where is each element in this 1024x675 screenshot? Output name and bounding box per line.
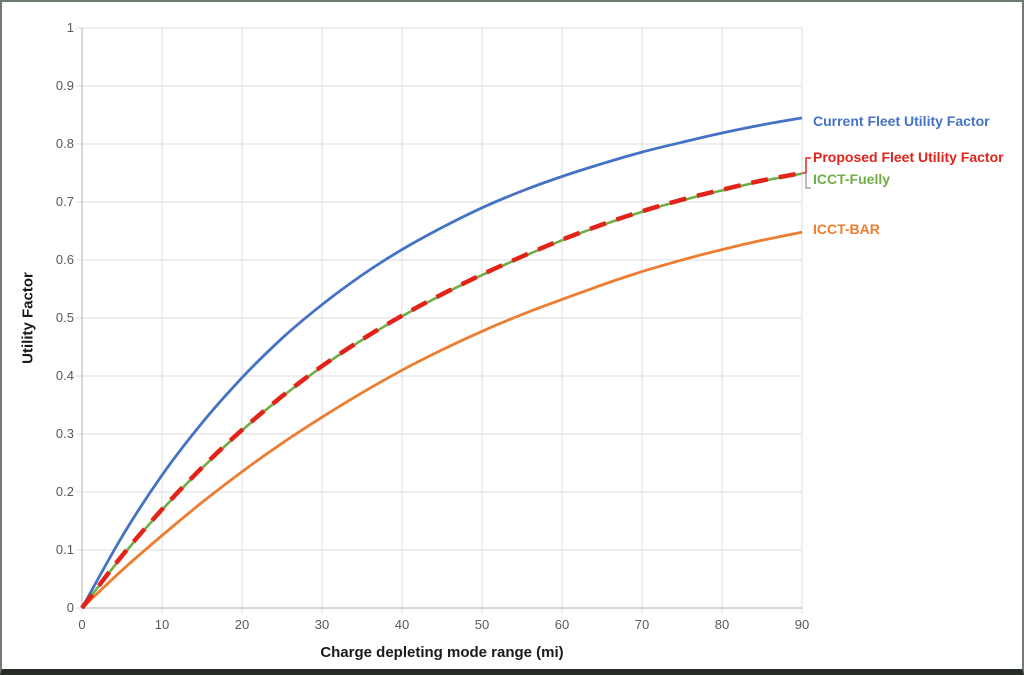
y-axis-tick-label: 0.8 [55, 136, 74, 151]
x-axis-tick-label: 10 [154, 617, 170, 632]
x-axis-tick-label: 20 [234, 617, 250, 632]
y-axis-tick-label: 0.4 [55, 368, 74, 383]
series-label-proposed-fleet-utility-factor: Proposed Fleet Utility Factor [813, 149, 1004, 165]
y-axis-tick-label: 0.9 [55, 78, 74, 93]
series-label-icct-fuelly: ICCT-Fuelly [813, 171, 891, 187]
x-axis-tick-label: 70 [634, 617, 650, 632]
y-axis-tick-label: 0.1 [55, 542, 74, 557]
series-line-icct-fuelly [80, 172, 803, 609]
label-bracket-fuelly [805, 173, 811, 189]
x-axis-tick-label: 90 [794, 617, 810, 632]
x-axis-tick-label: 40 [394, 617, 410, 632]
series-line-icct-bar [81, 230, 803, 610]
x-axis-tick-label: 0 [78, 617, 86, 632]
x-axis-tick-label: 80 [714, 617, 730, 632]
y-axis-tick-label: 0.3 [55, 426, 74, 441]
series-label-current-fleet-utility-factor: Current Fleet Utility Factor [813, 113, 990, 129]
y-axis-tick-label: 0.5 [55, 310, 74, 325]
series-label-icct-bar: ICCT-BAR [813, 221, 880, 237]
y-axis-tick-label: 1 [66, 20, 74, 35]
x-axis-tick-label: 50 [474, 617, 490, 632]
y-axis-tick-label: 0.7 [55, 194, 74, 209]
label-bracket-proposed [802, 157, 811, 174]
x-axis-title: Charge depleting mode range (mi) [320, 644, 564, 661]
series-line-current-fleet-utility-factor [80, 116, 803, 609]
series-line-proposed-fleet-utility-factor [80, 170, 803, 610]
y-axis-tick-label: 0.6 [55, 252, 74, 267]
x-axis-tick-label: 60 [554, 617, 570, 632]
x-axis-tick-label: 30 [314, 617, 330, 632]
y-axis-tick-label: 0 [66, 600, 74, 615]
y-axis-tick-label: 0.2 [55, 484, 74, 499]
